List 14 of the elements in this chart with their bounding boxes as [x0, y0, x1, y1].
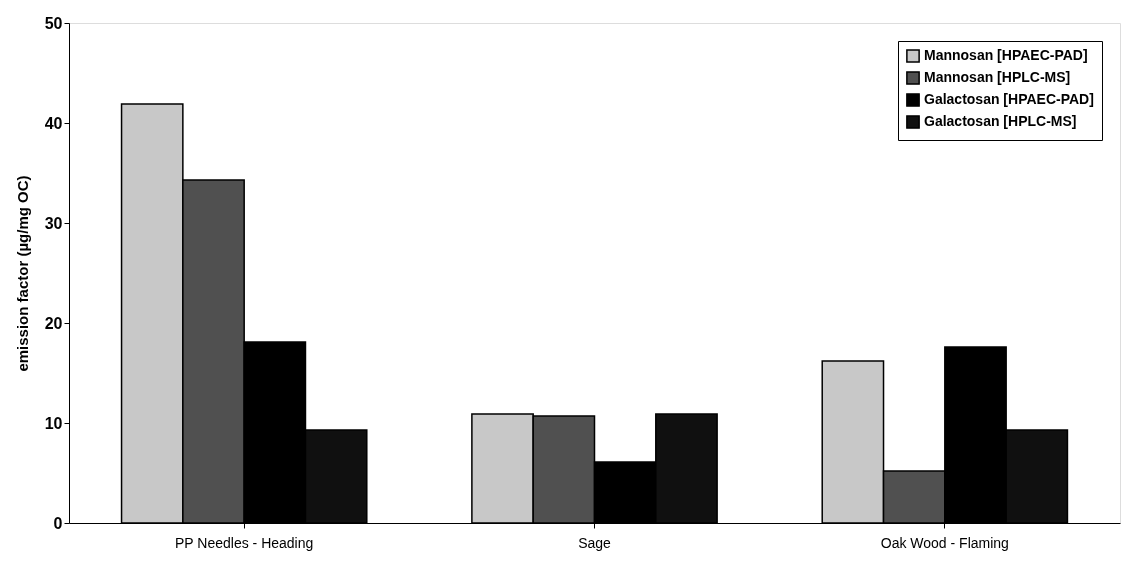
legend-label: Mannosan [HPAEC-PAD] [924, 47, 1088, 63]
y-tick-label: 20 [44, 314, 63, 332]
y-tick-label: 0 [53, 514, 63, 532]
y-axis-title: emission factor (µg/mg OC) [13, 175, 31, 372]
legend-label: Galactosan [HPAEC-PAD] [924, 91, 1094, 107]
x-tick-label: Oak Wood - Flaming [880, 534, 1009, 551]
x-tick-label: PP Needles - Heading [175, 534, 314, 551]
legend-label: Galactosan [HPLC-MS] [924, 113, 1077, 129]
y-tick-label: 10 [44, 414, 63, 432]
x-tick-label: Sage [578, 534, 612, 551]
y-tick-label: 50 [44, 14, 63, 32]
y-tick-label: 40 [44, 114, 63, 132]
y-tick-label: 30 [44, 214, 63, 232]
legend-label: Mannosan [HPLC-MS] [924, 69, 1071, 85]
